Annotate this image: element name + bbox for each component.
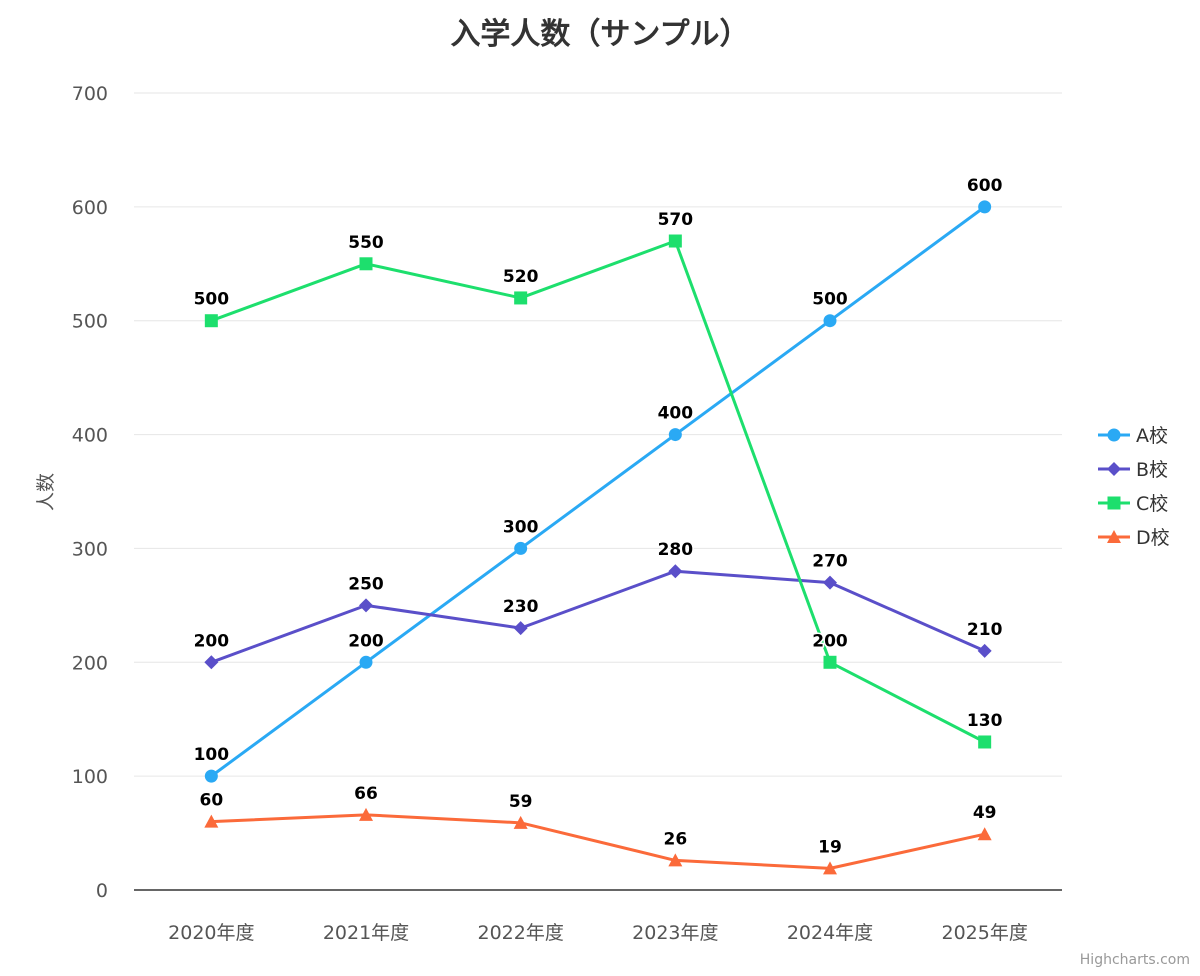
x-tick-label: 2020年度 [168, 922, 254, 944]
data-point[interactable] [668, 853, 683, 867]
data-label: 49 [973, 803, 997, 823]
legend-marker [1107, 530, 1121, 543]
x-tick-label: 2022年度 [477, 922, 563, 944]
legend-label: B校 [1136, 459, 1168, 481]
series-4 [204, 807, 992, 875]
data-label: 26 [663, 829, 687, 849]
series-1 [204, 200, 992, 783]
y-axis: 0 100 200 300 400 500 600 700 [72, 83, 108, 902]
data-point[interactable] [204, 814, 219, 828]
data-point[interactable] [513, 815, 528, 829]
y-axis-title: 人数 [35, 473, 57, 511]
legend-marker [1107, 462, 1121, 476]
x-tick-label: 2023年度 [632, 922, 718, 944]
data-label: 59 [509, 792, 533, 812]
data-point[interactable] [823, 314, 837, 328]
data-label: 570 [658, 210, 694, 230]
x-tick-label: 2025年度 [941, 922, 1027, 944]
series-line[interactable] [209, 569, 987, 664]
data-point[interactable] [823, 575, 837, 590]
series-line[interactable] [209, 239, 987, 744]
legend[interactable]: A校 B校 C校 D校 [1098, 425, 1170, 549]
y-tick-label: 300 [72, 538, 108, 560]
data-point[interactable] [359, 257, 373, 271]
data-point[interactable] [978, 200, 992, 214]
data-label: 520 [503, 267, 539, 287]
legend-marker [1107, 496, 1121, 510]
data-point[interactable] [977, 827, 992, 841]
data-label: 250 [348, 574, 384, 594]
data-label: 66 [354, 784, 378, 804]
y-tick-label: 200 [72, 652, 108, 674]
chart-title: 入学人数（サンプル） [450, 17, 749, 52]
series-line[interactable] [209, 205, 987, 778]
data-label: 550 [348, 233, 384, 253]
data-point[interactable] [359, 598, 373, 613]
data-point[interactable] [668, 428, 682, 442]
y-tick-label: 700 [72, 83, 108, 105]
legend-item[interactable]: D校 [1098, 527, 1170, 549]
grid [134, 92, 1062, 891]
data-label: 19 [818, 837, 842, 857]
series-line[interactable] [209, 813, 987, 870]
data-label: 130 [967, 711, 1003, 731]
data-label: 600 [967, 176, 1003, 196]
legend-marker [1107, 428, 1121, 442]
data-label: 200 [348, 631, 384, 651]
data-label: 210 [967, 620, 1003, 640]
legend-label: D校 [1136, 527, 1170, 549]
x-tick-label: 2021年度 [323, 922, 409, 944]
data-label: 280 [658, 540, 694, 560]
series-2 [204, 564, 992, 670]
data-point[interactable] [204, 769, 218, 783]
data-label: 100 [194, 745, 230, 765]
data-label: 500 [812, 290, 848, 310]
data-point[interactable] [514, 541, 528, 555]
data-label: 270 [812, 552, 848, 572]
data-point[interactable] [359, 807, 373, 821]
legend-item[interactable]: B校 [1098, 459, 1168, 481]
data-label: 500 [194, 290, 230, 310]
y-tick-label: 400 [72, 425, 108, 447]
data-label: 60 [199, 791, 223, 811]
data-point[interactable] [514, 291, 528, 305]
data-label: 200 [812, 631, 848, 651]
data-labels: 100 200 300 400 500 600 200 250 230 280 270 210 500 5… [192, 174, 1004, 859]
data-point[interactable] [359, 655, 373, 669]
data-point[interactable] [204, 314, 218, 328]
data-point[interactable] [668, 564, 683, 579]
data-point[interactable] [823, 655, 837, 669]
x-tick-label: 2024年度 [787, 922, 873, 944]
legend-label: A校 [1136, 425, 1168, 447]
data-point[interactable] [668, 234, 682, 248]
data-label: 230 [503, 597, 539, 617]
y-tick-label: 600 [72, 197, 108, 219]
y-tick-label: 100 [72, 766, 108, 788]
data-label: 300 [503, 517, 539, 537]
data-label: 200 [194, 631, 230, 651]
data-point[interactable] [204, 655, 219, 670]
data-point[interactable] [513, 621, 528, 636]
x-axis: 2020年度 2021年度 2022年度 2023年度 2024年度 2025年度 [168, 922, 1028, 944]
data-point[interactable] [977, 643, 992, 658]
data-label: 400 [658, 404, 694, 424]
legend-label: C校 [1136, 493, 1168, 515]
series-3 [204, 234, 992, 749]
legend-item[interactable]: C校 [1098, 493, 1168, 515]
y-tick-label: 500 [72, 311, 108, 333]
legend-item[interactable]: A校 [1098, 425, 1168, 447]
data-point[interactable] [978, 735, 992, 749]
series-group [204, 200, 992, 875]
y-tick-label: 0 [96, 880, 108, 902]
data-point[interactable] [823, 861, 837, 875]
credits[interactable]: Highcharts.com [1080, 952, 1190, 968]
